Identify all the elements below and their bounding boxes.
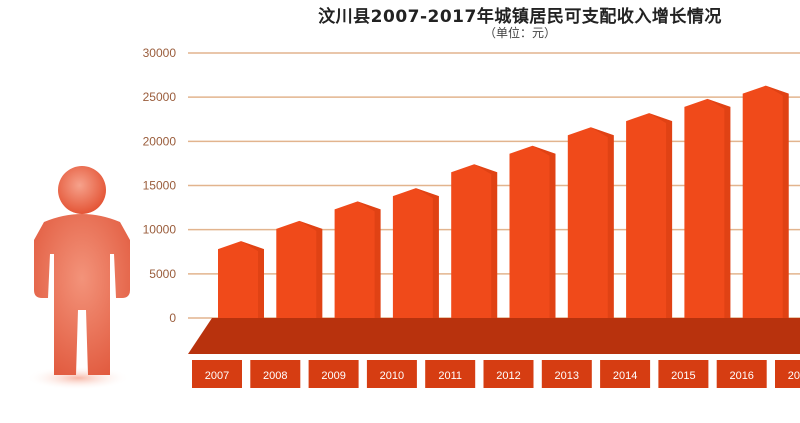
- y-tick-label: 15000: [143, 179, 177, 193]
- bar-shade: [299, 220, 323, 318]
- bar-shade: [532, 145, 556, 318]
- bar: [451, 164, 498, 318]
- bar-shade: [707, 98, 731, 318]
- bar: [509, 145, 556, 318]
- x-tick-box: [658, 360, 709, 388]
- x-tick-box: [600, 360, 651, 388]
- bar: [334, 201, 381, 318]
- bar-shade: [415, 188, 439, 318]
- x-tick-label: 2011: [438, 370, 462, 382]
- bar-shade: [765, 85, 789, 318]
- chart-title: 汶川县2007-2017年城镇居民可支配收入增长情况: [318, 7, 722, 27]
- x-tick-label: 2009: [321, 370, 345, 382]
- x-tick-box: [308, 360, 359, 388]
- x-tick-label: 2013: [555, 370, 579, 382]
- bar: [218, 241, 264, 318]
- x-tick-box: [192, 360, 242, 388]
- bar: [276, 220, 323, 318]
- bar: [567, 127, 614, 318]
- x-tick-label: 2014: [613, 370, 637, 382]
- bar: [626, 113, 673, 318]
- x-tick-label: 2017: [788, 370, 800, 382]
- bar: [684, 98, 731, 318]
- x-tick-box: [541, 360, 592, 388]
- bar: [742, 85, 789, 318]
- x-tick-label: 2016: [729, 370, 753, 382]
- bar: [392, 188, 439, 318]
- y-tick-label: 20000: [143, 134, 177, 148]
- bar-shade: [357, 201, 381, 318]
- bar-shade: [649, 113, 673, 318]
- x-tick-label: 2015: [671, 370, 695, 382]
- x-tick-box: [483, 360, 534, 388]
- person-figure-icon: [26, 166, 130, 390]
- y-tick-label: 5000: [149, 267, 176, 281]
- x-tick-label: 2008: [263, 370, 287, 382]
- y-tick-label: 0: [169, 311, 176, 325]
- y-tick-label: 25000: [143, 90, 177, 104]
- x-tick-box: [716, 360, 767, 388]
- bar-shade: [474, 164, 498, 318]
- y-tick-label: 10000: [143, 223, 177, 237]
- x-tick-label: 2012: [496, 370, 520, 382]
- y-tick-label: 30000: [143, 46, 177, 60]
- chart-subtitle: （单位：元）: [483, 26, 556, 40]
- bar-shade: [590, 127, 614, 318]
- x-tick-box: [425, 360, 476, 388]
- x-tick-box: [366, 360, 417, 388]
- axis-ribbon: [188, 318, 800, 354]
- x-tick-label: 2010: [380, 370, 404, 382]
- x-tick-label: 2007: [205, 370, 229, 382]
- bar-shade: [241, 241, 264, 318]
- x-tick-box: [250, 360, 301, 388]
- x-tick-box: [775, 360, 800, 388]
